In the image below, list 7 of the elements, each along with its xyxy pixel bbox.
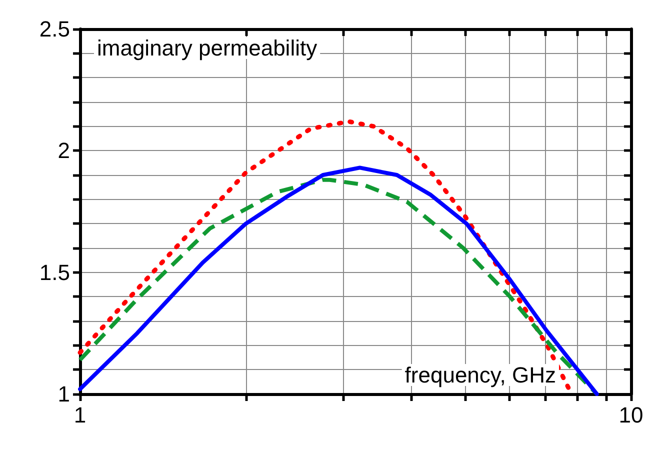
y-tick-label: 1.5 [39, 260, 70, 285]
x-axis-title: frequency, GHz [404, 362, 556, 388]
y-tick-label: 2.5 [39, 16, 70, 42]
y-tick-label: 1 [58, 382, 70, 406]
y-tick-label: 2 [58, 138, 70, 164]
x-tick-label: 10 [618, 402, 644, 428]
y-axis-title: imaginary permeability [97, 36, 318, 60]
